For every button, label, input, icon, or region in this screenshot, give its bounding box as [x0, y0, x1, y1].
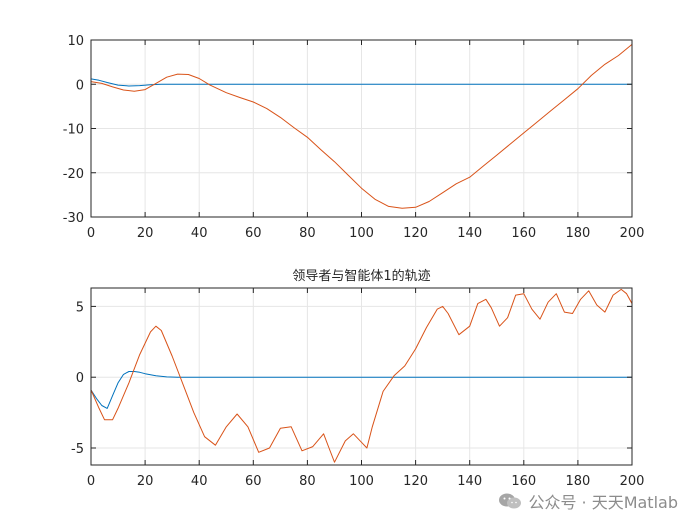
- x-tick-label: 200: [620, 226, 645, 241]
- series-line-2: [91, 44, 632, 209]
- axes-bottom: 0 20 40 60 80 100 120 140 160 180 200 -5 0 5 领导者与智能体1的…: [71, 268, 644, 489]
- y-tick-label: -5: [71, 442, 84, 457]
- x-tick-label: 0: [87, 226, 95, 241]
- x-tick-label: 160: [511, 474, 536, 489]
- series-line-2: [91, 288, 632, 463]
- x-tick-label: 60: [245, 474, 262, 489]
- y-tick-label: -30: [63, 211, 84, 226]
- x-tick-label: 180: [565, 226, 590, 241]
- x-tick-label: 180: [565, 474, 590, 489]
- x-tick-label: 20: [137, 226, 154, 241]
- series-line-1: [91, 371, 632, 409]
- y-tick-label: 0: [76, 371, 84, 386]
- x-tick-label: 100: [349, 226, 374, 241]
- x-tick-label: 40: [191, 474, 208, 489]
- y-tick-label: -10: [63, 123, 84, 138]
- x-tick-label: 100: [349, 474, 374, 489]
- watermark-text: 公众号 · 天天Matlab: [528, 493, 678, 512]
- x-tick-label: 120: [403, 226, 428, 241]
- x-tick-label: 40: [191, 226, 208, 241]
- x-tick-label: 60: [245, 226, 262, 241]
- chart-title: 领导者与智能体1的轨迹: [292, 268, 430, 284]
- axes-top: 0 20 40 60 80 100 120 140 160 180 200 -30 -20 -10 0 10: [63, 34, 645, 241]
- watermark: 公众号 · 天天Matlab: [498, 489, 678, 513]
- x-tick-label: 120: [403, 474, 428, 489]
- y-tick-label: 5: [76, 300, 84, 315]
- x-tick-label: 200: [620, 474, 645, 489]
- wechat-icon: [499, 493, 522, 509]
- x-tick-label: 140: [457, 474, 482, 489]
- series-line-1: [91, 78, 632, 87]
- x-tick-label: 80: [299, 474, 316, 489]
- x-tick-label: 160: [511, 226, 536, 241]
- x-tick-label: 20: [137, 474, 154, 489]
- x-tick-label: 80: [299, 226, 316, 241]
- y-tick-label: -20: [63, 167, 84, 182]
- x-tick-label: 140: [457, 226, 482, 241]
- y-tick-label: 10: [67, 34, 84, 49]
- x-tick-label: 0: [87, 474, 95, 489]
- y-tick-label: 0: [76, 78, 84, 93]
